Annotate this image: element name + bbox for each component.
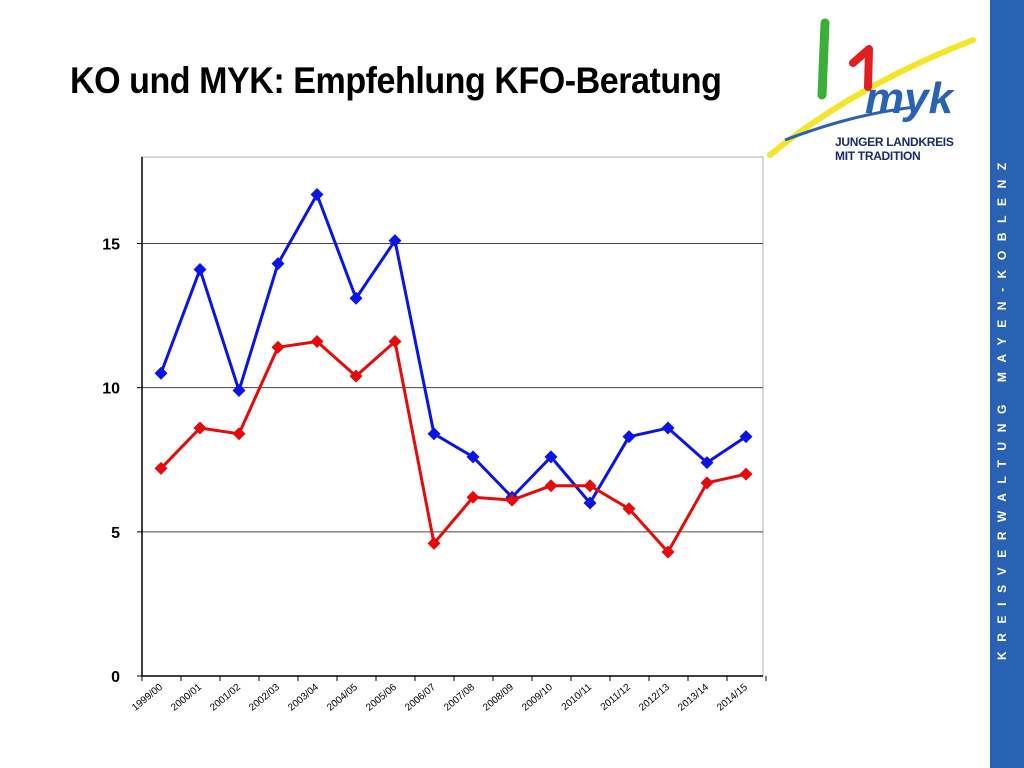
x-tick-label: 2011/12	[599, 682, 634, 713]
logo-brand-text: myk	[865, 74, 956, 123]
series-2-point	[505, 493, 519, 507]
series-1-point	[739, 430, 753, 444]
series-2-line	[159, 340, 747, 554]
x-tick-label: 2009/10	[520, 682, 555, 714]
series-1-point	[388, 234, 402, 248]
myk-logo: myk	[767, 18, 976, 158]
x-tick-label: 2013/14	[676, 682, 711, 714]
side-band	[990, 0, 1024, 768]
x-tick-label: 2004/05	[325, 682, 360, 714]
logo-caption-line2: MIT TRADITION	[835, 149, 921, 163]
series-2-point	[388, 335, 402, 349]
series-1-point	[349, 291, 363, 305]
series-1-point	[466, 450, 480, 464]
y-tick-label: 5	[111, 525, 120, 542]
x-tick-label: 2000/01	[169, 682, 204, 714]
series-1-point	[661, 421, 675, 435]
series-2-point	[622, 502, 636, 516]
series-1-point	[583, 496, 597, 510]
series-1-point	[310, 187, 324, 201]
x-tick-label: 2012/13	[637, 682, 672, 714]
x-tick-label: 2010/11	[560, 682, 595, 713]
x-tick-label: 2002/03	[247, 682, 282, 714]
x-tick-label: 2014/15	[715, 682, 750, 714]
series-2-point	[583, 479, 597, 493]
logo-red-stroke	[849, 45, 873, 91]
logo-caption: JUNGER LANDKREIS MIT TRADITION	[835, 135, 954, 163]
x-tick-label: 2003/04	[286, 682, 321, 714]
series-1-line	[159, 192, 747, 505]
series-1-point	[544, 450, 558, 464]
series-2-point	[193, 421, 207, 435]
x-tick-label: 1999/00	[130, 682, 165, 714]
logo-green-stroke	[817, 18, 830, 100]
series-1-point	[193, 262, 207, 276]
x-tick-label: 2007/08	[442, 682, 477, 714]
slide-title: KO und MYK: Empfehlung KFO-Beratung	[70, 60, 722, 101]
series-1-point	[700, 456, 714, 470]
series-2-point	[232, 427, 246, 441]
series-2-point	[739, 467, 753, 481]
series-1-point	[622, 430, 636, 444]
series-2-point	[427, 536, 441, 550]
series-2-point	[700, 476, 714, 490]
x-tick-label: 2005/06	[364, 682, 399, 714]
series-2-point	[271, 340, 285, 354]
logo-caption-line1: JUNGER LANDKREIS	[835, 135, 954, 149]
y-tick-label: 15	[102, 237, 120, 254]
series-1-point	[154, 366, 168, 380]
series-1-point	[427, 427, 441, 441]
series-2-point	[310, 335, 324, 349]
series-1-point	[232, 384, 246, 398]
series-2-point	[544, 479, 558, 493]
x-tick-label: 2001/02	[208, 682, 243, 714]
series-2-point	[661, 545, 675, 559]
logo-blue-swoosh	[784, 105, 916, 142]
series-2-point	[154, 461, 168, 475]
plot-frame	[141, 156, 764, 677]
x-tick-label: 2008/09	[481, 682, 516, 714]
series-2-point	[466, 490, 480, 504]
series-2-point	[349, 369, 363, 383]
y-tick-label: 10	[102, 381, 120, 398]
y-tick-label: 0	[111, 669, 120, 686]
series-1-point	[271, 257, 285, 271]
x-tick-label: 2006/07	[403, 682, 438, 714]
